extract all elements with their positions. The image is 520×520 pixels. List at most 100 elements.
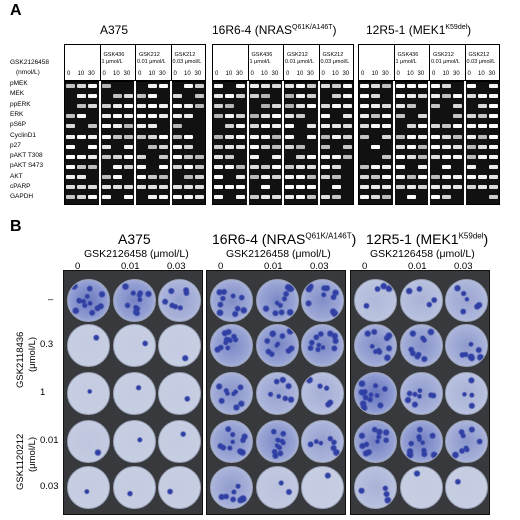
protein-label: AKT xyxy=(10,172,23,180)
well-dish xyxy=(354,465,397,509)
dose-label: 30 xyxy=(342,71,350,77)
blot-band xyxy=(331,174,341,179)
row-dose-label: 0.03 xyxy=(40,481,59,492)
blot-band xyxy=(431,144,440,149)
blot-band xyxy=(225,114,234,119)
blot-band xyxy=(214,195,223,200)
blot-band xyxy=(194,185,204,189)
column-dose-label: 0.01 xyxy=(408,261,427,272)
blot-band xyxy=(88,144,97,149)
dose-label: 30 xyxy=(123,71,131,77)
well-dish xyxy=(445,419,488,463)
well-dish xyxy=(112,371,156,415)
column-drug-label-3: GSK2126458 (μmol/L) xyxy=(370,248,475,260)
blot-band xyxy=(225,185,234,189)
blot-band xyxy=(406,134,416,139)
blot-band xyxy=(101,134,111,139)
blot-band xyxy=(488,94,498,99)
panel-b-title-16r6: 16R6-4 (NRASQ61K/A146T) xyxy=(212,231,357,247)
treatment-box xyxy=(283,44,319,81)
blot-band xyxy=(477,114,487,119)
dose-label: 10 xyxy=(407,71,414,77)
blot-band xyxy=(260,124,270,129)
blot-band xyxy=(431,174,440,179)
treatment-box xyxy=(212,44,248,81)
well-dish xyxy=(158,419,201,463)
blot-band xyxy=(148,195,157,200)
dose-label: 10 xyxy=(261,71,268,77)
blot-band xyxy=(395,174,405,179)
blot-band xyxy=(194,84,204,88)
column-dose-label: 0.03 xyxy=(454,261,473,272)
nmol-unit-label: (nmol/L) xyxy=(16,69,40,76)
dose-label: 30 xyxy=(271,71,279,77)
blot-band xyxy=(137,124,146,129)
blot-band xyxy=(148,94,157,99)
well-dish xyxy=(67,419,110,463)
blot-band xyxy=(137,154,146,159)
blot-band xyxy=(466,134,476,139)
dose-label: 0 xyxy=(361,71,365,77)
blot-band xyxy=(342,94,352,99)
well-dish xyxy=(210,278,253,322)
blot-band xyxy=(296,84,305,88)
blot-band xyxy=(249,174,259,179)
well-dish xyxy=(445,371,488,415)
blot-band xyxy=(214,174,223,179)
blot-band xyxy=(285,134,294,139)
blot-band xyxy=(271,104,281,109)
blot-band xyxy=(183,114,193,119)
well-dish xyxy=(255,278,299,322)
blot-band xyxy=(249,84,259,88)
row-dose-label: 0.01 xyxy=(40,435,59,446)
blot-band xyxy=(331,154,341,159)
well-dish xyxy=(399,278,443,322)
well-dish xyxy=(301,419,344,463)
blot-band xyxy=(101,195,111,200)
blot-band xyxy=(360,174,369,179)
blot-band xyxy=(442,84,451,88)
blot-band xyxy=(148,84,157,88)
blot-separator xyxy=(169,81,172,205)
panel-b-letter: B xyxy=(10,218,22,235)
blot-band xyxy=(123,164,133,169)
blot-band xyxy=(236,94,245,99)
blot-band xyxy=(183,195,193,200)
blot-band xyxy=(260,164,270,169)
blot-band xyxy=(77,154,86,159)
treatment-box xyxy=(464,44,501,81)
blot-band xyxy=(77,104,86,109)
well-dish xyxy=(67,323,110,367)
blot-band xyxy=(172,94,182,99)
dose-label: 0 xyxy=(67,71,71,77)
blot-band xyxy=(360,104,369,109)
dose-label: 0 xyxy=(250,71,254,77)
blot-band xyxy=(88,164,97,169)
well-dish xyxy=(301,465,344,509)
blot-band xyxy=(307,185,316,189)
protein-label: CyclinD1 xyxy=(10,131,37,139)
blot-band xyxy=(66,144,75,149)
blot-band xyxy=(382,154,391,159)
well-dish xyxy=(301,278,344,322)
panel-a-title-12r5: 12R5-1 (MEK1K59del) xyxy=(366,23,472,37)
blot-band xyxy=(371,174,380,179)
well-dish xyxy=(301,371,344,415)
blot-band xyxy=(395,164,405,169)
row-dose-label: 0.3 xyxy=(40,339,54,350)
blot-band xyxy=(101,104,111,109)
blot-band xyxy=(488,195,498,200)
blot-band xyxy=(296,114,305,119)
blot-band xyxy=(271,114,281,119)
column-dose-label: 0.01 xyxy=(121,261,140,272)
blot-band xyxy=(331,124,341,129)
blot-band xyxy=(137,174,146,179)
row-drug-unit-1: (μmol/L) xyxy=(27,336,38,372)
blot-band xyxy=(307,124,316,129)
blot-band xyxy=(214,104,223,109)
blot-band xyxy=(172,144,182,149)
blot-band xyxy=(77,195,86,200)
blot-band xyxy=(488,144,498,149)
blot-band xyxy=(296,174,305,179)
blot-band xyxy=(66,84,75,88)
